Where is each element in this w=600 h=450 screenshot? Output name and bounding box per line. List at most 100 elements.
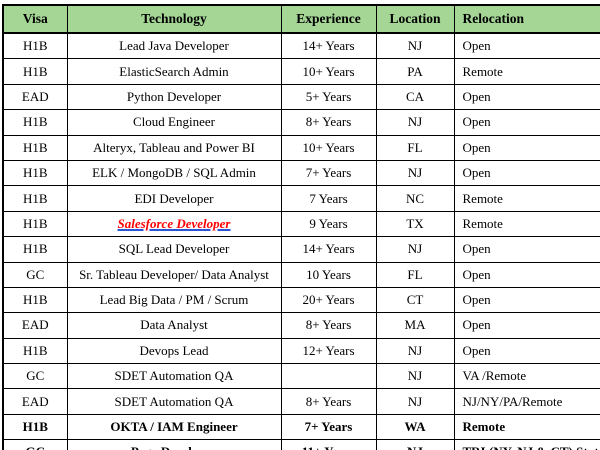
cell-visa: H1B <box>2 337 68 365</box>
cell-visa: H1B <box>2 236 68 263</box>
cell-visa: GC <box>2 439 68 450</box>
cell-visa: H1B <box>2 58 68 85</box>
cell-relocation: Open <box>453 32 600 60</box>
cell-visa: H1B <box>2 185 68 212</box>
cell-technology: Sr. Tableau Developer/ Data Analyst <box>66 261 282 288</box>
cell-experience: 8+ Years <box>280 388 377 415</box>
cell-location: NJ <box>375 337 455 365</box>
cell-experience: 10 Years <box>280 261 377 288</box>
table-row: H1B ElasticSearch Admin 10+ Years PA Remote <box>2 58 600 85</box>
cell-visa: EAD <box>2 83 68 111</box>
cell-location: FL <box>375 261 455 288</box>
cell-location: NJ <box>375 388 455 415</box>
cell-location: NJ <box>375 439 455 450</box>
cell-relocation: Remote <box>453 185 600 212</box>
cell-relocation: Open <box>453 83 600 111</box>
cell-technology: ELK / MongoDB / SQL Admin <box>66 159 282 187</box>
cell-experience: 9 Years <box>280 210 377 238</box>
cell-technology: Salesforce Developer <box>66 210 282 238</box>
table-row: H1B Lead Java Developer 14+ Years NJ Open <box>2 32 600 60</box>
cell-visa: H1B <box>2 413 68 441</box>
cell-experience: 12+ Years <box>280 337 377 365</box>
table-row: H1B OKTA / IAM Engineer 7+ Years WA Remote <box>2 413 600 441</box>
cell-relocation: Open <box>453 286 600 314</box>
column-header-visa: Visa <box>2 4 68 34</box>
cell-relocation: Open <box>453 337 600 365</box>
cell-visa: GC <box>2 363 68 390</box>
cell-experience: 7+ Years <box>280 413 377 441</box>
table-row: EAD SDET Automation QA 8+ Years NJ NJ/NY/PA/… <box>2 388 600 415</box>
cell-relocation: Remote <box>453 413 600 441</box>
cell-location: NJ <box>375 236 455 263</box>
cell-relocation: Open <box>453 134 600 161</box>
cell-visa: H1B <box>2 286 68 314</box>
table-row: H1B Alteryx, Tableau and Power BI 10+ Year… <box>2 134 600 161</box>
header-row: Visa Technology Experience Location Relocati… <box>2 4 600 34</box>
cell-experience: 7+ Years <box>280 159 377 187</box>
cell-visa: EAD <box>2 388 68 415</box>
cell-relocation: NJ/NY/PA/Remote <box>453 388 600 415</box>
cell-technology: SDET Automation QA <box>66 388 282 415</box>
table-row: EAD Python Developer 5+ Years CA Open <box>2 83 600 111</box>
table-row: GC Sr. Tableau Developer/ Data Analyst 10 … <box>2 261 600 288</box>
cell-technology: SDET Automation QA <box>66 363 282 390</box>
cell-experience: 10+ Years <box>280 134 377 161</box>
cell-location: NJ <box>375 109 455 136</box>
cell-relocation: Open <box>453 261 600 288</box>
table-row: H1B Lead Big Data / PM / Scrum 20+ Years CT… <box>2 286 600 314</box>
cell-location: PA <box>375 58 455 85</box>
cell-technology: Lead Big Data / PM / Scrum <box>66 286 282 314</box>
cell-technology: Lead Java Developer <box>66 32 282 60</box>
table-row: GCPega Developer11+ YearsNJTRI (NY, NJ &… <box>2 439 600 450</box>
column-header-relocation: Relocation <box>453 4 600 34</box>
cell-relocation: Open <box>453 159 600 187</box>
cell-experience <box>280 363 377 390</box>
cell-experience: 5+ Years <box>280 83 377 111</box>
cell-technology: Devops Lead <box>66 337 282 365</box>
cell-location: TX <box>375 210 455 238</box>
cell-technology: Data Analyst <box>66 312 282 339</box>
table-row: H1B SQL Lead Developer 14+ Years NJ Open <box>2 236 600 263</box>
cell-visa: H1B <box>2 210 68 238</box>
cell-experience: 20+ Years <box>280 286 377 314</box>
table-row: H1B EDI Developer 7 Years NC Remote <box>2 185 600 212</box>
cell-experience: 11+ Years <box>280 439 377 450</box>
jobs-table: Visa Technology Experience Location Relocati… <box>2 4 600 450</box>
cell-relocation: Remote <box>453 58 600 85</box>
column-header-location: Location <box>375 4 455 34</box>
cell-experience: 8+ Years <box>280 109 377 136</box>
cell-experience: 14+ Years <box>280 32 377 60</box>
table-row: H1B ELK / MongoDB / SQL Admin 7+ Years NJ Op… <box>2 159 600 187</box>
cell-visa: H1B <box>2 134 68 161</box>
cell-experience: 8+ Years <box>280 312 377 339</box>
column-header-experience: Experience <box>280 4 377 34</box>
cell-relocation: VA /Remote <box>453 363 600 390</box>
table-row: H1B Cloud Engineer 8+ Years NJ Open <box>2 109 600 136</box>
cell-technology: SQL Lead Developer <box>66 236 282 263</box>
table-row: GC SDET Automation QA NJ VA /Remote <box>2 363 600 390</box>
cell-relocation: Open <box>453 312 600 339</box>
cell-technology: ElasticSearch Admin <box>66 58 282 85</box>
cell-location: NJ <box>375 32 455 60</box>
cell-relocation: TRI (NY, NJ & CT) State/ <box>453 439 600 450</box>
cell-technology: EDI Developer <box>66 185 282 212</box>
salesforce-developer-link[interactable]: Salesforce Developer <box>117 215 231 231</box>
cell-experience: 7 Years <box>280 185 377 212</box>
cell-visa: H1B <box>2 109 68 136</box>
cell-visa: GC <box>2 261 68 288</box>
cell-technology: Python Developer <box>66 83 282 111</box>
column-header-technology: Technology <box>66 4 282 34</box>
cell-relocation: Remote <box>453 210 600 238</box>
table-row: EAD Data Analyst 8+ Years MA Open <box>2 312 600 339</box>
cell-experience: 10+ Years <box>280 58 377 85</box>
cell-technology: Pega Developer <box>66 439 282 450</box>
cell-location: MA <box>375 312 455 339</box>
cell-technology: Cloud Engineer <box>66 109 282 136</box>
table-row: H1B Devops Lead 12+ Years NJ Open <box>2 337 600 365</box>
cell-technology: OKTA / IAM Engineer <box>66 413 282 441</box>
cell-visa: EAD <box>2 312 68 339</box>
cell-location: WA <box>375 413 455 441</box>
cell-location: NJ <box>375 363 455 390</box>
cell-location: NJ <box>375 159 455 187</box>
